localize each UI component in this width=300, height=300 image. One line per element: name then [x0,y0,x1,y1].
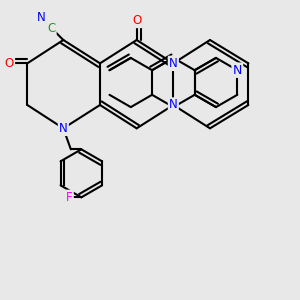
Text: N: N [232,64,242,77]
Text: N: N [59,122,68,135]
Text: O: O [132,14,141,27]
Text: C: C [47,22,56,34]
Text: N: N [37,11,45,24]
Text: N: N [169,57,178,70]
Text: N: N [169,98,178,112]
Text: F: F [66,191,73,204]
Text: O: O [5,57,14,70]
